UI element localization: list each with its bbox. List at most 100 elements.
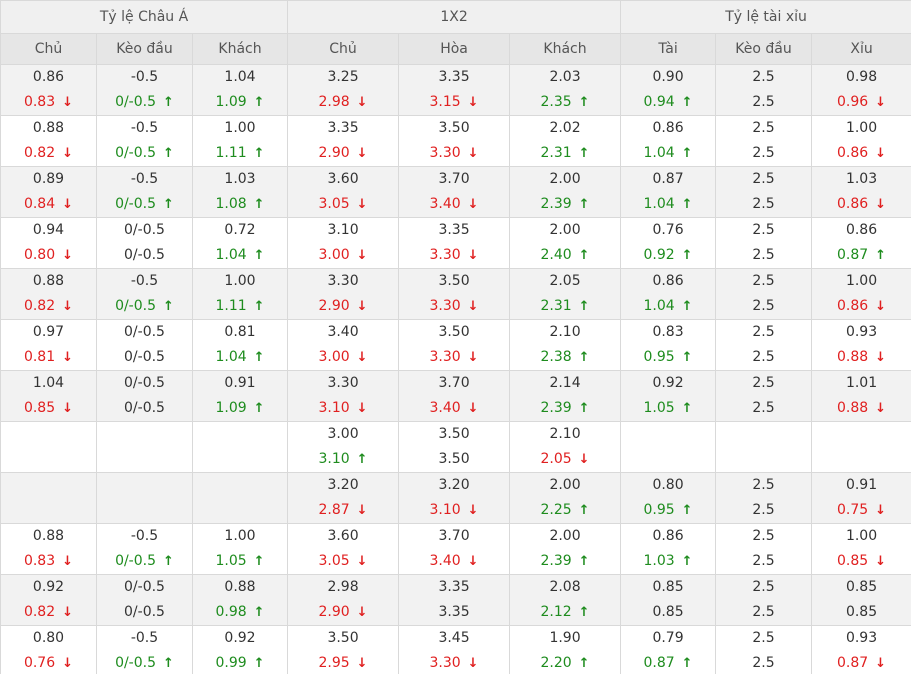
arrow-up-icon: ↑ <box>253 95 265 110</box>
odds-cell-1x2-away: 2.02 2.31 ↑ <box>509 115 622 167</box>
opening-odds: 3.30 <box>327 273 359 289</box>
current-odds-value: 0.95 <box>643 502 675 518</box>
current-odds: 0.86 ↓ <box>812 192 911 217</box>
opening-odds: 0/-0.5 <box>124 222 165 238</box>
current-odds: 0.85 ↓ <box>1 396 96 421</box>
current-odds: 2.05 ↓ <box>510 447 620 472</box>
opening-odds: 0.85 <box>652 579 684 595</box>
odds-row: 0.88 0.82 ↓ -0.5 0/-0.5 ↑ 1.00 1.11 ↑ 3.35 2.90 ↓ 3.… <box>0 115 911 167</box>
current-odds-value: 2.90 <box>318 298 350 314</box>
current-odds: 0.99 ↑ <box>193 651 287 674</box>
odds-cell-ou-under: 0.85 0.85 <box>811 574 911 626</box>
current-odds: 2.39 ↑ <box>510 192 620 217</box>
odds-cell-1x2-home: 3.30 3.10 ↓ <box>287 370 400 422</box>
odds-cell-ou-line: 2.5 2.5 <box>715 268 813 320</box>
current-odds-value: 1.09 <box>215 400 247 416</box>
current-odds-value: 3.00 <box>318 247 350 263</box>
current-odds-value: 2.5 <box>752 94 775 110</box>
odds-cell-ou-over: 0.86 1.03 ↑ <box>620 523 717 575</box>
current-odds: 1.04 ↑ <box>193 345 287 370</box>
current-odds: 1.05 ↑ <box>193 549 287 574</box>
current-odds-value: 2.12 <box>540 604 572 620</box>
arrow-up-icon: ↑ <box>253 146 265 161</box>
current-odds: 0.85 <box>621 600 715 625</box>
current-odds: 1.04 ↑ <box>193 243 287 268</box>
current-odds-value: 0/-0.5 <box>115 94 157 110</box>
current-odds: 3.40 ↓ <box>399 396 509 421</box>
current-odds-value: 0.95 <box>643 349 675 365</box>
odds-cell-1x2-away: 2.00 2.25 ↑ <box>509 472 622 524</box>
odds-cell-ou-under: 1.01 0.88 ↓ <box>811 370 911 422</box>
odds-cell-1x2-home: 3.50 2.95 ↓ <box>287 625 400 674</box>
odds-cell-ah-line: -0.5 0/-0.5 ↑ <box>96 64 193 116</box>
current-odds-value: 2.39 <box>540 553 572 569</box>
current-odds-value: 2.5 <box>752 655 775 671</box>
odds-cell-ah-away <box>191 421 289 473</box>
arrow-up-icon: ↑ <box>578 656 590 671</box>
current-odds-value: 3.35 <box>438 604 470 620</box>
arrow-down-icon: ↓ <box>356 605 368 620</box>
odds-cell-1x2-home: 3.60 3.05 ↓ <box>287 523 400 575</box>
odds-cell-1x2-draw: 3.50 3.30 ↓ <box>398 268 511 320</box>
current-odds: 2.39 ↑ <box>510 396 620 421</box>
current-odds-value: 0.85 <box>652 604 684 620</box>
current-odds-value: 0/-0.5 <box>115 145 157 161</box>
current-odds: 1.05 ↑ <box>621 396 715 421</box>
current-odds: 2.98 ↓ <box>288 90 398 115</box>
odds-cell-1x2-home: 3.60 3.05 ↓ <box>287 166 400 218</box>
current-odds: 3.00 ↓ <box>288 345 398 370</box>
opening-odds: 2.00 <box>549 222 581 238</box>
current-odds-value: 0.83 <box>23 553 56 569</box>
current-odds-value: 0.75 <box>837 502 869 518</box>
current-odds: 0.80 ↓ <box>1 243 96 268</box>
col-header-ou-over: Tài <box>620 33 717 65</box>
odds-cell-1x2-away: 2.00 2.40 ↑ <box>509 217 622 269</box>
odds-cell-ah-home <box>0 472 97 524</box>
current-odds-value: 1.03 <box>643 553 675 569</box>
odds-cell-ah-home: 0.88 0.82 ↓ <box>0 268 97 320</box>
arrow-down-icon: ↓ <box>62 299 74 314</box>
current-odds-value: 2.90 <box>318 145 350 161</box>
current-odds-value: 0.80 <box>23 247 56 263</box>
arrow-down-icon: ↓ <box>62 554 74 569</box>
opening-odds: 0.86 <box>652 528 684 544</box>
current-odds-value: 1.04 <box>215 349 247 365</box>
current-odds: 2.31 ↑ <box>510 294 620 319</box>
opening-odds: 2.5 <box>752 171 775 187</box>
odds-cell-ah-away: 0.88 0.98 ↑ <box>191 574 289 626</box>
arrow-down-icon: ↓ <box>467 503 479 518</box>
arrow-down-icon: ↓ <box>875 554 887 569</box>
current-odds: 2.12 ↑ <box>510 600 620 625</box>
current-odds: 0.87 ↑ <box>621 651 715 674</box>
current-odds: 2.5 <box>716 345 811 370</box>
odds-cell-ah-home: 0.86 0.83 ↓ <box>0 64 97 116</box>
arrow-up-icon: ↑ <box>253 656 265 671</box>
current-odds: 0/-0.5 <box>97 243 192 268</box>
current-odds-value: 2.5 <box>752 247 775 263</box>
current-odds-value: 0/-0.5 <box>124 247 165 263</box>
odds-cell-ah-home: 1.04 0.85 ↓ <box>0 370 97 422</box>
col-header-ah-line: Kèo đầu <box>96 33 193 65</box>
current-odds-value: 2.5 <box>752 553 775 569</box>
current-odds: 0.75 ↓ <box>812 498 911 523</box>
current-odds-value: 1.04 <box>643 196 675 212</box>
current-odds: 2.5 <box>716 396 811 421</box>
opening-odds: 2.5 <box>752 324 775 340</box>
current-odds: 3.30 ↓ <box>399 243 509 268</box>
opening-odds: 0.86 <box>652 120 684 136</box>
current-odds-value: 0.76 <box>23 655 56 671</box>
arrow-up-icon: ↑ <box>253 554 265 569</box>
arrow-up-icon: ↑ <box>681 350 693 365</box>
arrow-down-icon: ↓ <box>62 605 74 620</box>
current-odds: 0.88 ↓ <box>812 396 911 421</box>
current-odds-value: 2.35 <box>540 94 572 110</box>
current-odds-value: 0/-0.5 <box>115 298 157 314</box>
arrow-down-icon: ↓ <box>356 146 368 161</box>
odds-cell-1x2-away: 2.10 2.38 ↑ <box>509 319 622 371</box>
arrow-up-icon: ↑ <box>163 299 174 314</box>
arrow-up-icon: ↑ <box>681 197 693 212</box>
arrow-down-icon: ↓ <box>356 248 368 263</box>
opening-odds: 0.90 <box>652 69 684 85</box>
arrow-up-icon: ↑ <box>163 197 174 212</box>
